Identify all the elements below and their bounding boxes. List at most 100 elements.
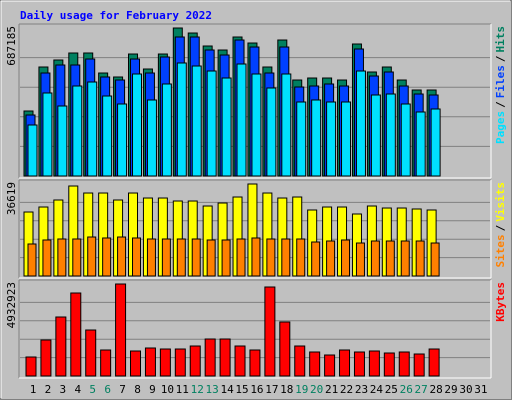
bar (430, 108, 441, 177)
x-tick-label: 4 (74, 383, 81, 396)
bar (132, 237, 142, 277)
bar (219, 338, 231, 377)
bar (355, 70, 366, 177)
legend-separator: / (494, 224, 507, 231)
y-max-label: 36619 (5, 182, 18, 215)
x-tick-label: 30 (459, 383, 472, 396)
bar (27, 243, 37, 277)
x-tick-label: 5 (89, 383, 96, 396)
bar (206, 239, 216, 277)
bar (159, 348, 171, 377)
bar (144, 347, 156, 377)
bar (132, 73, 143, 177)
bar (204, 338, 216, 377)
bar (102, 95, 113, 177)
legend-separator: / (494, 101, 507, 108)
bar (428, 348, 440, 377)
bar (326, 101, 337, 177)
bar (191, 238, 201, 277)
bar (326, 240, 336, 277)
bar (72, 238, 82, 277)
bar (415, 111, 426, 177)
bar (249, 349, 261, 377)
bar (430, 242, 440, 277)
bar (236, 63, 247, 177)
bar (130, 350, 142, 377)
legend-entry: KBytes (494, 282, 507, 322)
bar (370, 94, 381, 177)
bar (385, 93, 396, 177)
bar (355, 242, 365, 277)
x-tick-label: 24 (370, 383, 384, 396)
bar (413, 353, 425, 377)
bar (70, 292, 82, 377)
x-tick-label: 8 (134, 383, 141, 396)
bar (174, 348, 186, 377)
legend-entry: Pages (494, 111, 507, 144)
x-tick-label: 31 (474, 383, 487, 396)
x-tick-label: 10 (161, 383, 174, 396)
bar (146, 238, 156, 277)
bar (339, 349, 351, 377)
x-tick-label: 19 (295, 383, 308, 396)
bar (161, 238, 171, 277)
bar (400, 240, 410, 277)
legend: Pages / Files / Hits (494, 26, 507, 144)
bar (383, 352, 395, 377)
bar (57, 238, 67, 277)
x-tick-label: 7 (119, 383, 126, 396)
x-tick-label: 2 (45, 383, 52, 396)
x-tick-label: 27 (415, 383, 428, 396)
legend-separator: / (494, 55, 507, 62)
x-tick-label: 17 (265, 383, 278, 396)
bar (385, 240, 395, 277)
x-tick-label: 3 (60, 383, 67, 396)
x-tick-label: 26 (400, 383, 413, 396)
x-tick-label: 28 (429, 383, 442, 396)
x-tick-label: 11 (176, 383, 189, 396)
y-max-label: 687185 (5, 26, 18, 66)
bar (353, 351, 365, 377)
bar (281, 238, 291, 277)
x-tick-label: 6 (104, 383, 111, 396)
bar (27, 124, 38, 177)
bar (415, 240, 425, 277)
bar (398, 351, 410, 377)
bar (146, 99, 157, 177)
x-tick-label: 13 (206, 383, 219, 396)
bar (279, 321, 291, 377)
x-tick-label: 23 (355, 383, 368, 396)
bar (161, 83, 172, 177)
bar (370, 240, 380, 277)
x-tick-label: 15 (235, 383, 248, 396)
bar (309, 351, 321, 377)
bar (324, 354, 336, 377)
bar (100, 349, 112, 377)
legend: Sites / Visits (494, 182, 507, 268)
bar (42, 92, 53, 177)
bar (264, 286, 276, 377)
bar (296, 101, 307, 177)
bar (85, 329, 97, 377)
bar (115, 283, 127, 377)
bar (206, 70, 217, 177)
x-tick-label: 14 (220, 383, 234, 396)
bar (57, 105, 68, 177)
bar (341, 239, 351, 277)
bar (311, 99, 322, 177)
bar (72, 85, 83, 177)
chart-title: Daily usage for February 2022 (20, 9, 212, 22)
bar (176, 62, 187, 177)
legend-entry: Files (494, 65, 507, 98)
x-tick-label: 18 (280, 383, 293, 396)
bar (368, 350, 380, 377)
y-max-label: 4932923 (5, 282, 18, 328)
bar (189, 345, 201, 377)
x-tick-label: 25 (385, 383, 398, 396)
bar (117, 236, 127, 277)
legend: KBytes (494, 282, 507, 322)
bar (117, 103, 128, 177)
x-tick-label: 1 (30, 383, 37, 396)
bar (281, 73, 292, 177)
bar (294, 345, 306, 377)
